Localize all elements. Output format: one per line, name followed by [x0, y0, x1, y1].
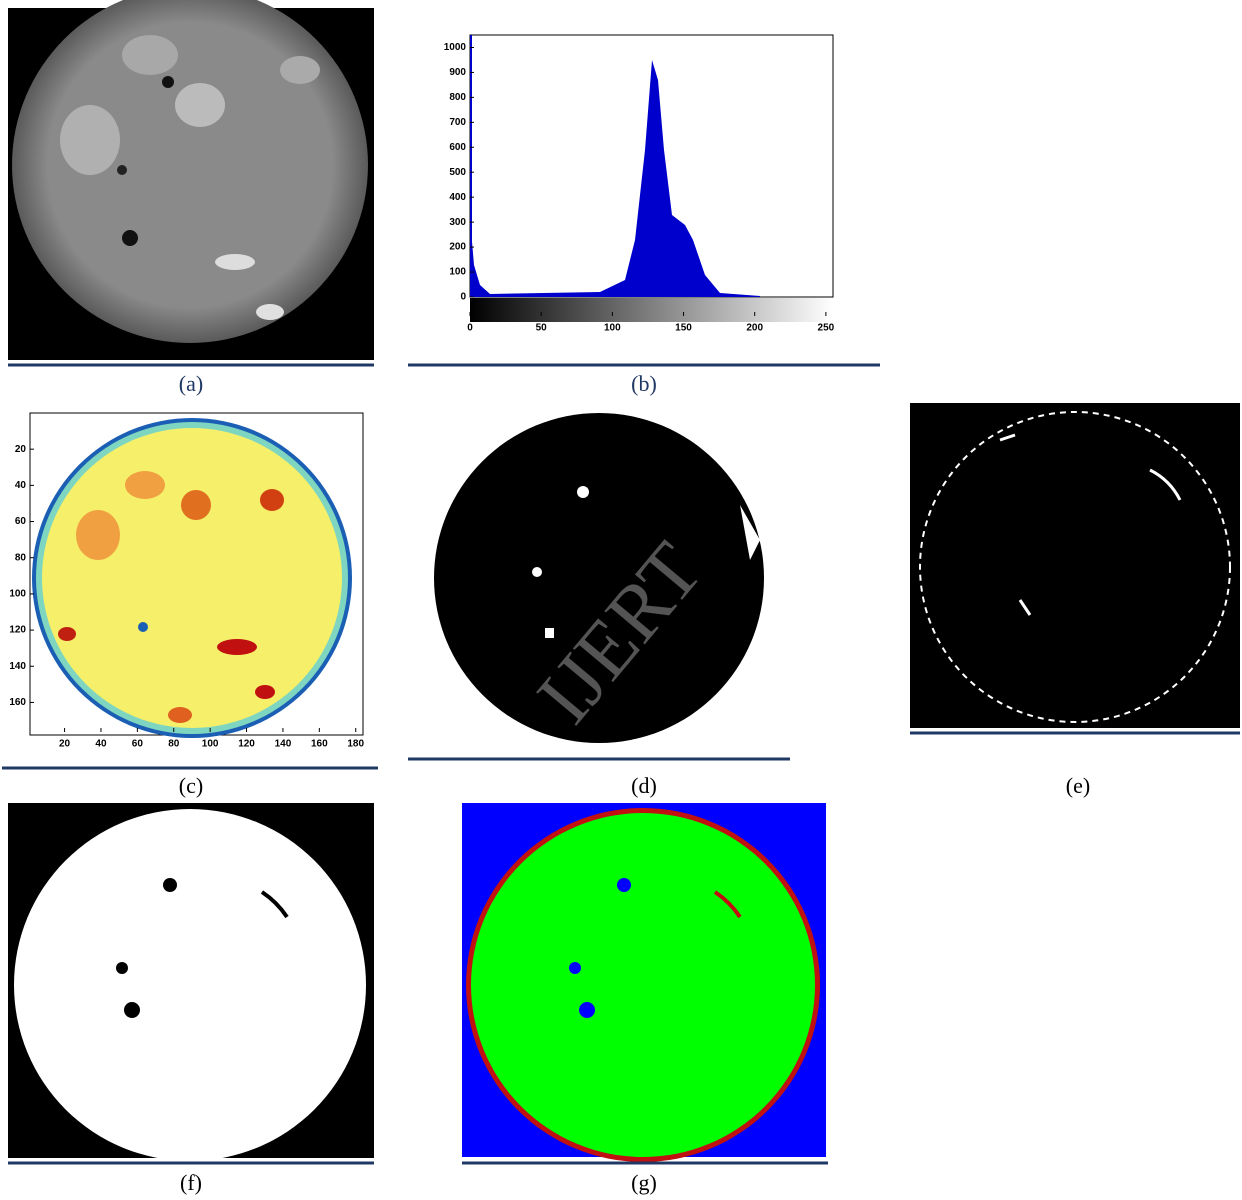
caption: (e) — [1066, 773, 1090, 798]
y-tick-label: 1000 — [444, 42, 467, 53]
image-a — [8, 0, 374, 360]
image-f — [8, 803, 374, 1161]
y-tick-label: 900 — [449, 67, 466, 78]
y-tick-label: 100 — [9, 589, 26, 600]
x-tick-label: 160 — [311, 739, 328, 750]
y-tick-label: 200 — [449, 242, 466, 253]
y-tick-label: 20 — [15, 444, 27, 455]
x-tick-label: 80 — [168, 739, 180, 750]
y-tick-label: 400 — [449, 192, 466, 203]
x-tick-label: 40 — [95, 739, 107, 750]
histogram — [470, 35, 833, 322]
x-tick-label: 60 — [132, 739, 144, 750]
image-g — [462, 803, 826, 1162]
y-tick-label: 300 — [449, 217, 466, 228]
caption: (a) — [179, 371, 203, 396]
y-tick-label: 80 — [15, 552, 27, 563]
contour-plot — [30, 413, 363, 738]
x-tick-label: 150 — [675, 323, 692, 334]
y-tick-label: 600 — [449, 142, 466, 153]
image-e — [910, 403, 1240, 728]
y-tick-label: 40 — [15, 480, 27, 491]
y-tick-label: 800 — [449, 92, 466, 103]
x-tick-label: 0 — [467, 323, 473, 334]
caption: (d) — [631, 773, 657, 798]
caption: (f) — [180, 1170, 202, 1195]
x-tick-label: 250 — [818, 323, 835, 334]
x-tick-label: 100 — [202, 739, 219, 750]
y-tick-label: 700 — [449, 117, 466, 128]
y-tick-label: 160 — [9, 697, 26, 708]
y-tick-label: 100 — [449, 267, 466, 278]
x-tick-label: 200 — [746, 323, 763, 334]
y-tick-label: 120 — [9, 625, 26, 636]
y-tick-label: 140 — [9, 661, 26, 672]
x-tick-label: 140 — [275, 739, 292, 750]
x-tick-label: 120 — [238, 739, 255, 750]
caption: (b) — [631, 371, 657, 396]
x-tick-label: 20 — [59, 739, 71, 750]
x-tick-label: 180 — [347, 739, 364, 750]
x-tick-label: 100 — [604, 323, 621, 334]
x-tick-label: 50 — [536, 323, 548, 334]
caption: (g) — [631, 1170, 657, 1195]
y-tick-label: 60 — [15, 516, 27, 527]
figure-page: (a) (b) (c) (d) (e) (f) (g) IJERT 050100… — [0, 0, 1242, 1200]
y-tick-label: 0 — [460, 292, 466, 303]
y-tick-label: 500 — [449, 167, 466, 178]
caption: (c) — [179, 773, 203, 798]
